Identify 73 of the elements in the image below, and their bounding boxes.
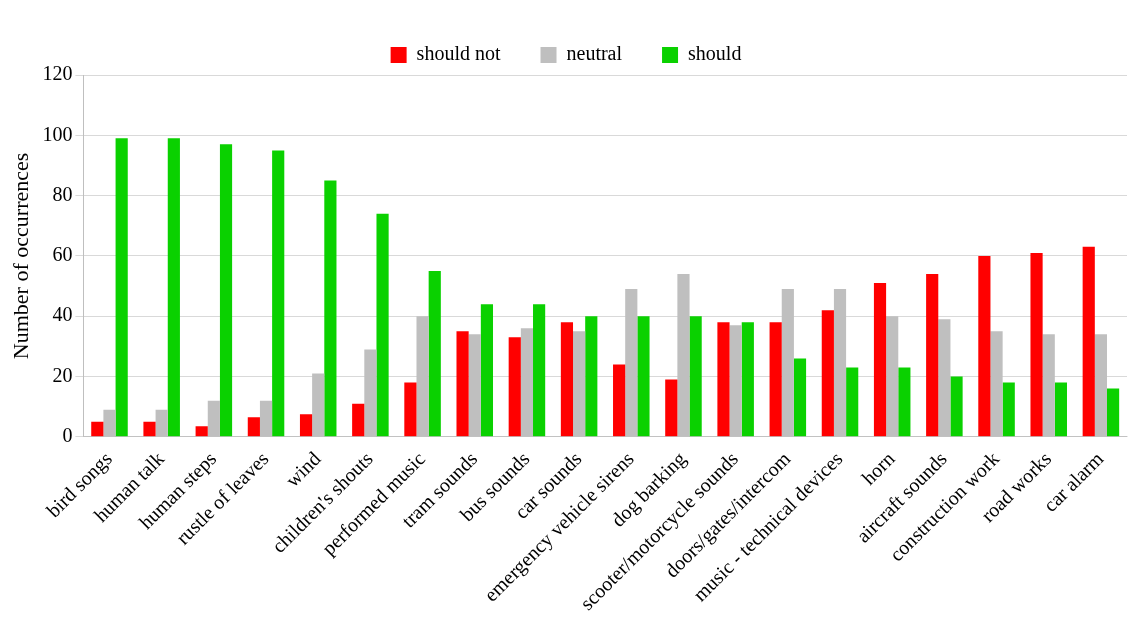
bar [625, 289, 638, 437]
x-tick-label: wind [280, 447, 325, 492]
bar [1054, 382, 1067, 437]
bar [404, 382, 417, 437]
bar [428, 270, 441, 437]
bar [978, 255, 991, 437]
bar [1002, 382, 1015, 437]
bar [364, 349, 377, 437]
bar [207, 400, 220, 437]
bar [665, 379, 678, 437]
y-tick-label: 0 [62, 424, 73, 447]
bar [926, 274, 939, 437]
bar [480, 304, 494, 437]
bar [1030, 252, 1043, 437]
bar [1082, 246, 1095, 437]
bar [886, 316, 899, 437]
legend-label: should [688, 42, 742, 65]
bar [416, 316, 429, 437]
y-tick-label: 80 [52, 182, 73, 205]
bar [1042, 334, 1055, 437]
bar [520, 328, 534, 437]
bar [155, 409, 168, 437]
bar [272, 150, 285, 437]
x-tick-label: horn [857, 447, 899, 489]
bar [533, 304, 546, 437]
bar [741, 322, 754, 437]
bar [324, 180, 337, 437]
bar [1107, 388, 1120, 437]
y-tick-label: 60 [52, 243, 73, 266]
y-tick-label: 120 [42, 62, 73, 85]
bar [821, 310, 834, 437]
bar [898, 367, 911, 437]
y-tick-label: 20 [52, 363, 73, 386]
bar [833, 289, 847, 437]
bar [717, 322, 730, 437]
bar [352, 403, 365, 437]
bar [247, 417, 260, 437]
bar [299, 414, 313, 437]
bar [781, 289, 794, 437]
bar [938, 319, 951, 437]
bar [585, 316, 598, 437]
bar [573, 331, 586, 437]
bar [950, 376, 963, 437]
bar [793, 358, 807, 437]
legend-label: neutral [566, 42, 623, 65]
bar [689, 316, 702, 437]
bar [1094, 334, 1107, 437]
bar [195, 426, 208, 437]
bar [143, 421, 156, 437]
bar [468, 334, 481, 437]
bar [91, 421, 104, 437]
bar [115, 138, 128, 437]
bar [508, 337, 521, 437]
bar [219, 144, 233, 437]
bar [846, 367, 859, 437]
bar [167, 138, 180, 437]
bar [103, 409, 116, 437]
bar [560, 322, 574, 437]
legend-label: should not [416, 42, 501, 65]
bar [873, 283, 887, 437]
y-tick-label: 100 [42, 122, 73, 145]
bar [769, 322, 782, 437]
y-tick-label: 40 [52, 303, 73, 326]
bar [729, 325, 742, 437]
bar [677, 274, 690, 437]
bar [376, 213, 389, 437]
bar [990, 331, 1003, 437]
bar [613, 364, 626, 437]
y-axis-title: Number of occurrences [7, 152, 33, 360]
bar [259, 400, 273, 437]
bar [312, 373, 325, 437]
bar [456, 331, 469, 437]
bar [637, 316, 650, 437]
